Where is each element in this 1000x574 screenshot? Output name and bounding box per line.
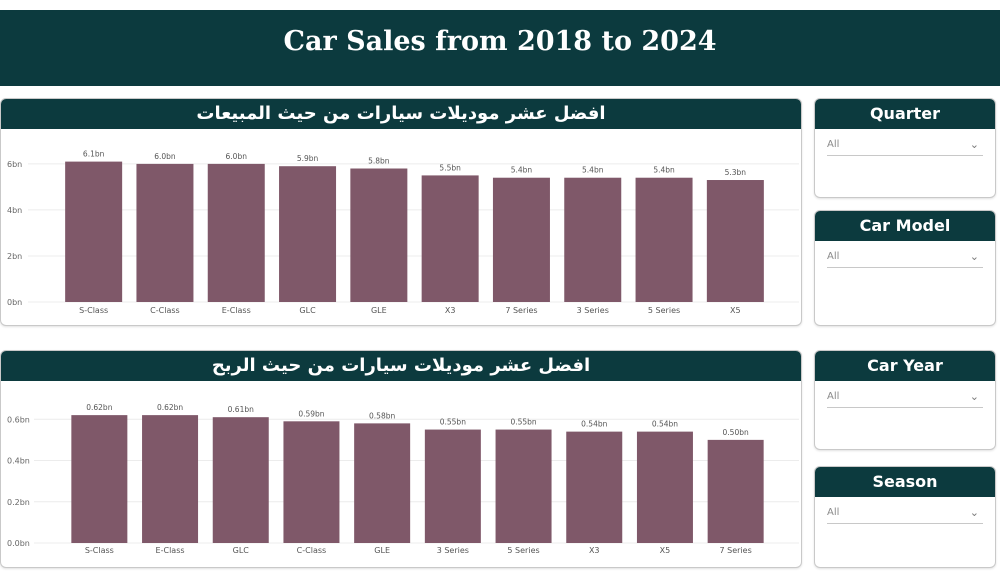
profit-chart-panel: افضل عشر موديلات سيارات من حيث الربح 0.0… [0,350,802,568]
data-label: 5.5bn [439,163,461,172]
quarter-dropdown-value: All [827,139,840,150]
page-title: Car Sales from 2018 to 2024 [283,26,717,57]
bar [212,417,269,543]
y-tick-label: 6bn [7,160,22,169]
category-label: 3 Series [577,306,609,315]
profit-chart-title: افضل عشر موديلات سيارات من حيث الربح [1,351,801,381]
category-label: GLC [299,306,316,315]
quarter-slicer: Quarter All ⌄ [814,98,996,198]
data-label: 0.55bn [510,418,536,427]
car-year-dropdown[interactable]: All ⌄ [827,387,983,408]
car-model-slicer: Car Model All ⌄ [814,210,996,326]
bar [283,421,340,543]
bar [207,163,265,302]
category-label: X3 [445,306,456,315]
y-tick-label: 2bn [7,252,22,261]
bar [635,177,693,302]
category-label: 7 Series [720,546,752,555]
quarter-dropdown[interactable]: All ⌄ [827,135,983,156]
sales-bar-chart: 0bn 2bn 4bn 6bn 6.1bn S-Class 6.0bn C-Class 6.0b… [7,150,799,315]
bar [564,177,622,302]
category-label: 5 Series [648,306,680,315]
bar [354,423,411,543]
data-label: 5.4bn [511,166,533,175]
bar [424,429,481,543]
chevron-down-icon[interactable]: ⌄ [969,250,979,263]
bar [492,177,550,302]
car-model-slicer-title: Car Model [815,211,995,241]
data-label: 0.58bn [369,411,395,420]
season-slicer: Season All ⌄ [814,466,996,568]
data-label: 0.62bn [157,403,183,412]
bar [707,439,764,543]
bar [636,431,693,543]
data-label: 6.0bn [226,152,248,161]
data-label: 0.54bn [652,420,678,429]
bar [350,168,408,302]
category-label: 3 Series [437,546,469,555]
category-label: 7 Series [505,306,537,315]
category-label: X5 [730,306,741,315]
category-label: C-Class [297,546,327,555]
season-slicer-title: Season [815,467,995,497]
chevron-down-icon[interactable]: ⌄ [969,506,979,519]
car-year-slicer: Car Year All ⌄ [814,350,996,450]
category-label: S-Class [79,306,108,315]
car-year-slicer-title: Car Year [815,351,995,381]
data-label: 0.54bn [581,420,607,429]
category-label: E-Class [222,306,251,315]
data-label: 6.1bn [83,150,105,159]
car-model-dropdown-value: All [827,251,840,262]
bar [706,180,764,302]
profit-bar-chart: 0.0bn 0.2bn 0.4bn 0.6bn 0.62bn S-Class 0.62bn E… [7,403,799,555]
data-label: 5.4bn [582,166,604,175]
season-dropdown[interactable]: All ⌄ [827,503,983,524]
data-label: 5.9bn [297,154,319,163]
data-label: 5.3bn [725,168,747,177]
data-label: 5.4bn [653,166,675,175]
sales-chart-title: افضل عشر موديلات سيارات من حيث المبيعات [1,99,801,129]
data-label: 0.59bn [298,409,324,418]
data-label: 0.55bn [440,418,466,427]
y-tick-label: 4bn [7,206,22,215]
category-label: GLE [371,306,387,315]
bar [65,161,123,302]
bar [136,163,194,302]
data-label: 0.50bn [723,428,749,437]
y-tick-label: 0bn [7,298,22,307]
category-label: E-Class [156,546,185,555]
category-label: GLC [233,546,250,555]
category-label: S-Class [85,546,114,555]
bar [279,166,337,302]
bar [142,415,199,543]
chevron-down-icon[interactable]: ⌄ [969,138,979,151]
data-label: 5.8bn [368,157,390,166]
car-year-dropdown-value: All [827,391,840,402]
dashboard-header: Car Sales from 2018 to 2024 [0,10,1000,86]
category-label: X3 [589,546,600,555]
bar [566,431,623,543]
y-tick-label: 0.2bn [7,498,30,507]
data-label: 6.0bn [154,152,176,161]
car-model-dropdown[interactable]: All ⌄ [827,247,983,268]
season-dropdown-value: All [827,507,840,518]
sales-chart-panel: افضل عشر موديلات سيارات من حيث المبيعات … [0,98,802,326]
y-tick-label: 0.4bn [7,457,30,466]
category-label: GLE [374,546,390,555]
bar [495,429,552,543]
y-tick-label: 0.6bn [7,415,30,424]
quarter-slicer-title: Quarter [815,99,995,129]
bar [421,175,479,302]
data-label: 0.62bn [86,403,112,412]
chevron-down-icon[interactable]: ⌄ [969,390,979,403]
category-label: C-Class [150,306,180,315]
category-label: 5 Series [507,546,539,555]
category-label: X5 [660,546,671,555]
data-label: 0.61bn [228,405,254,414]
y-tick-label: 0.0bn [7,539,30,548]
bar [71,415,128,543]
